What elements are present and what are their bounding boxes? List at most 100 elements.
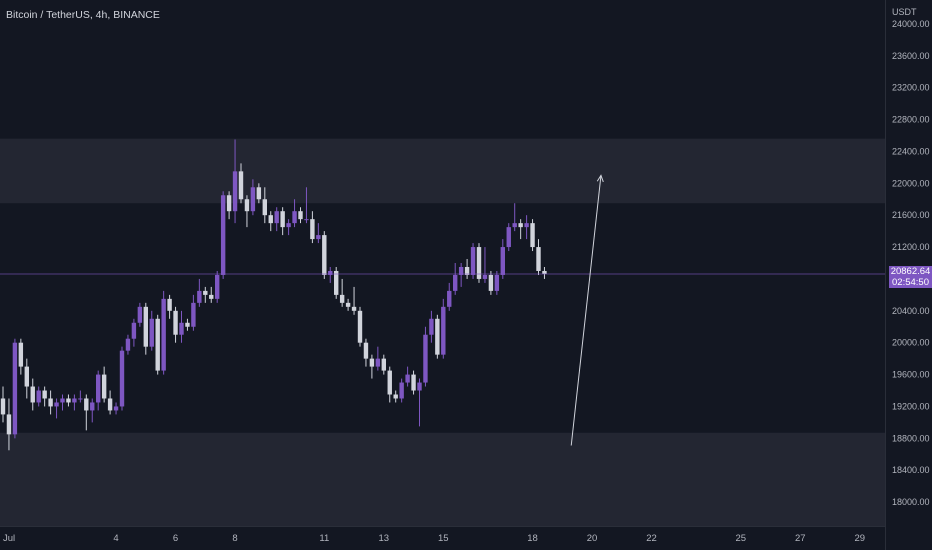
price-tick-label: 21600.00 (892, 210, 930, 220)
candle (90, 398, 95, 423)
candle-body (179, 322, 184, 335)
candle (387, 366, 392, 403)
price-tick-label: 20000.00 (892, 338, 930, 348)
price-axis-ticks: 24000.00 23600.00 23200.00 22800.00 22400.00… (892, 19, 930, 507)
candle-body (411, 374, 416, 391)
candle (232, 139, 238, 224)
candle-body (417, 382, 422, 391)
candle (470, 243, 476, 279)
time-tick-label: 22 (646, 533, 657, 544)
candle (441, 298, 446, 359)
candle (530, 219, 535, 252)
price-axis-unit: USDT (892, 7, 917, 17)
candle (220, 191, 226, 279)
price-tick-label: 21200.00 (892, 242, 930, 252)
candle (411, 370, 416, 395)
candle-body (375, 358, 381, 367)
candle (316, 223, 321, 244)
candle (298, 207, 303, 224)
candle-body (328, 270, 333, 275)
candle (524, 215, 529, 240)
overlay-layer (0, 174, 885, 446)
candle (393, 390, 398, 403)
candle-body (506, 227, 511, 248)
candle-body (96, 374, 101, 403)
candle-body (488, 274, 494, 291)
candle (36, 386, 41, 407)
candle (72, 394, 77, 411)
candle-body (12, 342, 18, 435)
candle-body (60, 398, 65, 403)
candle (84, 394, 89, 431)
candle-body (48, 398, 53, 407)
time-tick-label: 27 (795, 533, 806, 544)
candle (226, 191, 232, 220)
candle-body (78, 398, 83, 400)
candle-body (226, 195, 232, 212)
candle (453, 263, 458, 295)
price-tick-label: 18000.00 (892, 497, 930, 507)
price-tick-label: 18400.00 (892, 465, 930, 475)
price-tick-label: 18800.00 (892, 433, 930, 443)
candle (334, 266, 339, 299)
price-tick-label: 19600.00 (892, 370, 930, 380)
symbol-title: Bitcoin / TetherUS, 4h, BINANCE (6, 9, 160, 21)
time-tick-label: 8 (232, 533, 237, 544)
candle-body (30, 386, 35, 403)
candle-body (399, 382, 404, 399)
candle (435, 314, 440, 359)
candle-body (458, 266, 464, 275)
projection-arrow-line[interactable] (570, 175, 602, 446)
candle (405, 366, 410, 387)
candles-layer (0, 139, 547, 451)
candle (30, 378, 35, 411)
candle (197, 278, 202, 307)
candle-body (470, 247, 476, 275)
candle-body (131, 322, 137, 339)
candle-body (66, 398, 71, 403)
candle (209, 286, 214, 303)
candle-body (524, 223, 529, 228)
time-tick-label: 20 (587, 533, 598, 544)
candle (54, 398, 59, 419)
candle-body (512, 223, 517, 228)
zones-layer (0, 138, 885, 531)
time-axis[interactable] (0, 526, 885, 550)
candle (149, 310, 154, 351)
candle (78, 390, 83, 403)
candle (328, 266, 333, 283)
candle (167, 294, 172, 319)
candle-body (220, 195, 226, 275)
candle-body (125, 338, 131, 351)
candle (113, 402, 119, 415)
candle-body (232, 171, 238, 212)
candle (322, 231, 327, 279)
candle (137, 302, 143, 327)
candle-body (72, 398, 77, 403)
candle-body (203, 290, 208, 295)
price-tick-label: 22400.00 (892, 146, 930, 156)
candle (488, 270, 494, 295)
zone-support (0, 432, 885, 531)
candle-body (137, 306, 143, 323)
candle (304, 187, 309, 224)
candle (101, 366, 107, 403)
candle-body (345, 302, 351, 307)
candle (423, 326, 428, 387)
candle-body (447, 290, 452, 307)
candle-body (197, 290, 202, 303)
countdown-label: 02:54:50 (889, 276, 932, 288)
candle (494, 270, 500, 295)
candle (464, 259, 470, 279)
candle (244, 195, 250, 228)
candle-body (155, 318, 160, 371)
candle-body (298, 211, 303, 220)
candle (506, 223, 511, 252)
candle (155, 314, 160, 375)
candle-body (363, 342, 369, 359)
time-tick-label: 29 (855, 533, 866, 544)
candle-body (18, 342, 24, 367)
candle (292, 199, 297, 228)
candle-body (292, 211, 297, 224)
